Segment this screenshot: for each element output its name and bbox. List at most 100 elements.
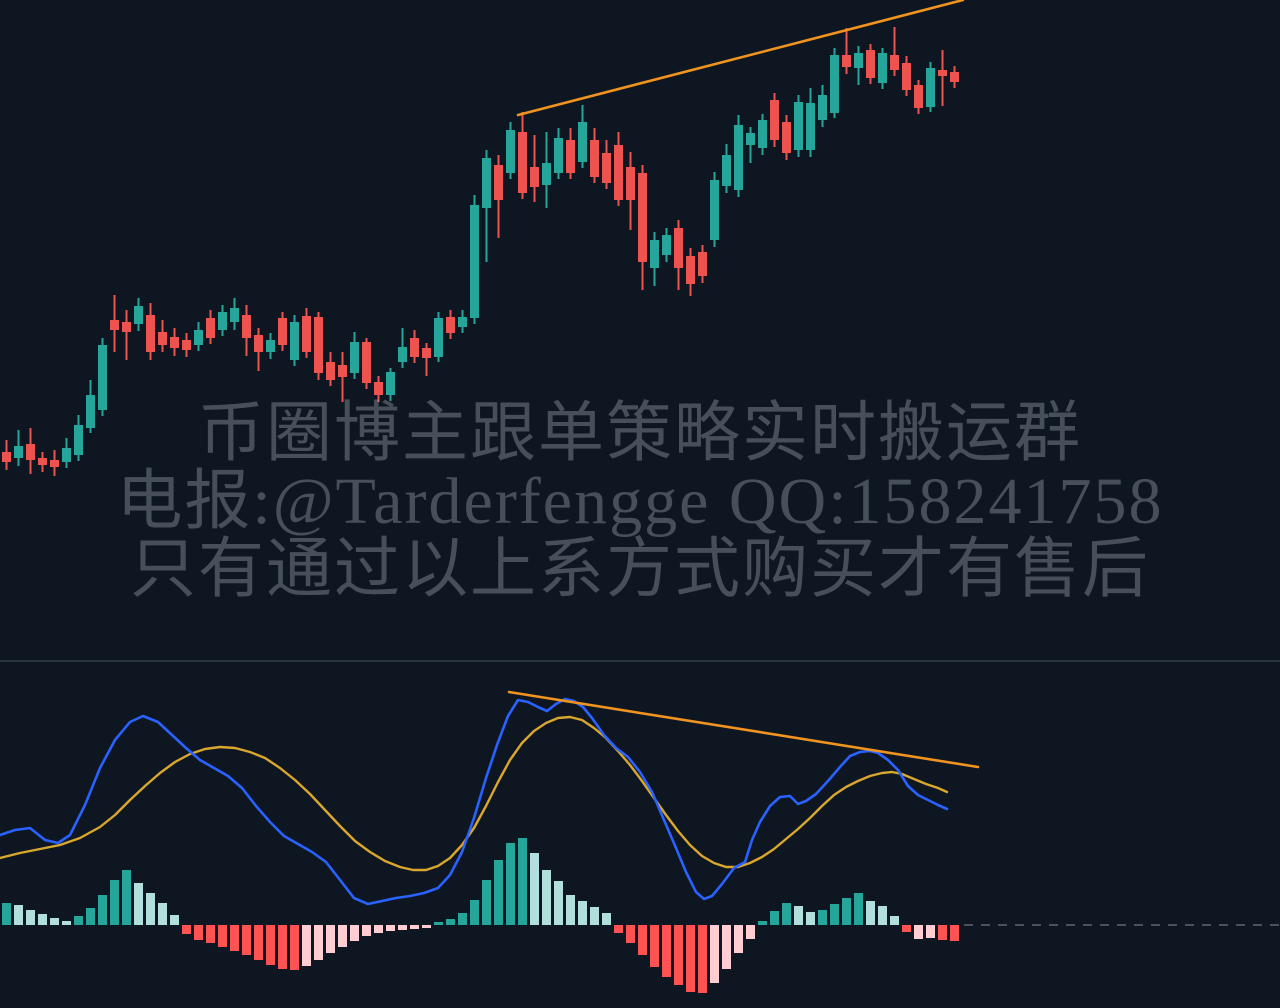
candle-body [362,342,371,383]
candle-body [62,448,71,462]
macd-histogram-bar [518,838,527,925]
macd-histogram-bar [554,881,563,925]
macd-histogram-bar [494,860,503,925]
macd-histogram-bar [98,895,107,925]
macd-histogram-bar [266,925,275,965]
macd-histogram-bar [170,915,179,925]
candle-body [530,167,539,187]
candle-body [866,50,875,78]
macd-histogram-bar [350,925,359,941]
macd-histogram-bar [194,925,203,940]
candle-body [926,68,935,107]
candle-body [14,446,23,458]
macd-histogram-bar [14,905,23,925]
macd-histogram-bar [722,925,731,969]
candle-body [194,330,203,345]
candle-body [542,163,551,185]
candle-body [182,340,191,350]
macd-histogram-bar [914,925,923,939]
candle-body [950,72,959,82]
macd-histogram-bar [146,893,155,925]
candle-body [938,70,947,76]
macd-histogram-bar [110,880,119,925]
candle-body [278,318,287,345]
candle-body [158,332,167,345]
candle-body [794,102,803,150]
macd-histogram-bar [578,901,587,925]
candle-body [854,53,863,68]
candle-body [374,382,383,395]
candle-body [98,345,107,410]
macd-histogram-bar [206,925,215,943]
candle-body [518,132,527,193]
macd-histogram-bar [938,925,947,940]
macd-histogram-bar [614,925,623,933]
macd-histogram-bar [926,925,935,938]
candle-body [710,180,719,240]
macd-histogram-bar [638,925,647,955]
candle-body [26,444,35,460]
candle-body [38,458,47,465]
macd-histogram-bar [626,925,635,943]
candle-body [230,308,239,322]
macd-histogram-bar [506,843,515,925]
candle-body [422,348,431,358]
candle-body [350,342,359,373]
macd-histogram-bar [650,925,659,967]
macd-histogram-bar [458,913,467,925]
candle-body [494,165,503,200]
macd-histogram-bar [950,925,959,941]
macd-histogram-bar [278,925,287,969]
candle-body [890,55,899,70]
macd-histogram-bar [746,925,755,939]
candle-body [2,452,11,462]
macd-histogram-bar [854,893,863,925]
candle-body [458,317,467,327]
macd-histogram-bar [62,921,71,925]
macd-histogram-bar [86,908,95,925]
candle-body [242,315,251,338]
candle-body [86,395,95,428]
candle-body [722,155,731,186]
macd-histogram-bar [218,925,227,947]
macd-histogram [2,838,959,993]
candle-body [614,145,623,200]
candle-body [446,317,455,333]
macd-histogram-bar [134,883,143,925]
candle-body [134,306,143,324]
macd-histogram-bar [542,870,551,925]
macd-histogram-bar [566,895,575,925]
candle-body [398,347,407,362]
candle-body [254,335,263,352]
price-trendline [516,0,965,117]
macd-histogram-bar [338,925,347,947]
macd-histogram-bar [242,925,251,955]
macd-histogram-bar [710,925,719,983]
candle-body [326,362,335,380]
candle-body [578,122,587,162]
candle-body [662,235,671,255]
macd-histogram-bar [434,922,443,925]
candle-body [626,167,635,200]
candle-body [434,318,443,357]
macd-histogram-bar [362,925,371,936]
macd-histogram-bar [158,903,167,925]
macd-histogram-bar [50,918,59,925]
macd-histogram-bar [386,925,395,931]
candle-body [770,100,779,140]
candle-body [902,63,911,90]
candle-body [146,315,155,352]
candle-body [74,425,83,455]
macd-histogram-bar [698,925,707,993]
macd-histogram-bar [758,921,767,925]
macd-histogram-bar [842,898,851,925]
macd-histogram-bar [866,901,875,925]
candle-body [650,240,659,268]
macd-histogram-bar [806,912,815,925]
candle-body [842,55,851,67]
candle-body [878,53,887,83]
macd-histogram-bar [818,910,827,925]
macd-histogram-bar [734,925,743,953]
